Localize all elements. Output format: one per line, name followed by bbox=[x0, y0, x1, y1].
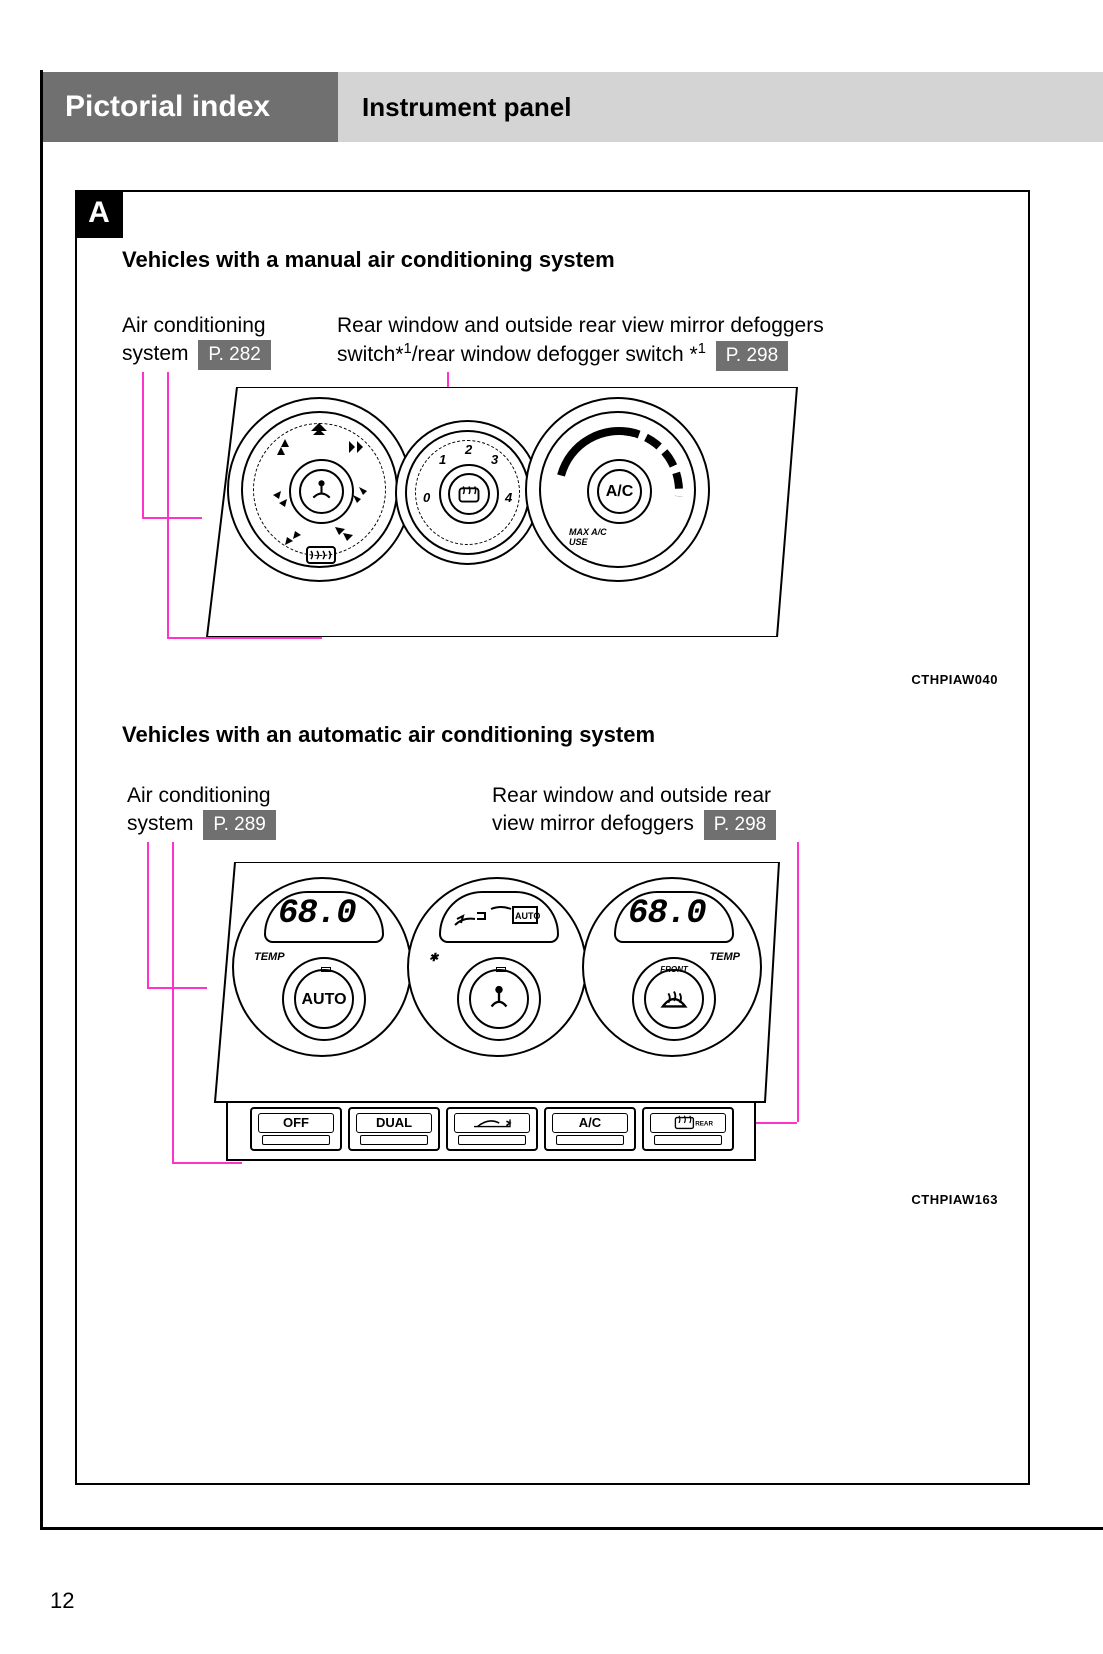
airflow-icon: AUTO bbox=[447, 897, 551, 937]
knob-auto[interactable]: AUTO bbox=[282, 957, 366, 1041]
fan-number: 3 bbox=[491, 452, 498, 467]
fan-number: 1 bbox=[439, 452, 446, 467]
callout-text: switch* bbox=[337, 343, 404, 366]
front-label: FRONT bbox=[634, 965, 714, 974]
button-row: OFF DUAL A/C REAR bbox=[250, 1107, 734, 1151]
callout-ac-system-1: Air conditioning system P. 282 bbox=[122, 312, 271, 370]
btn-label: OFF bbox=[258, 1113, 334, 1133]
callout-line bbox=[172, 1162, 242, 1164]
snowflake-icon: ✱ bbox=[429, 951, 438, 964]
callout-text: system bbox=[127, 812, 194, 835]
page-ref[interactable]: P. 289 bbox=[203, 810, 275, 840]
callout-text: Air conditioning bbox=[127, 784, 271, 807]
btn-slot-icon bbox=[262, 1135, 330, 1145]
callout-defogger-2: Rear window and outside rear view mirror… bbox=[492, 782, 922, 840]
auto-dial-right: 68.0 TEMP FRONT bbox=[582, 877, 762, 1057]
knob-inner bbox=[469, 969, 529, 1029]
fan-number: 2 bbox=[465, 442, 472, 457]
figure-code-1: CTHPIAW040 bbox=[911, 672, 998, 687]
header-section-title: Pictorial index bbox=[43, 72, 338, 142]
callout-text: Rear window and outside rear view mirror… bbox=[337, 314, 824, 337]
ac-button[interactable]: A/C bbox=[544, 1107, 636, 1151]
max-ac-label: MAX A/C bbox=[569, 527, 607, 537]
knob-mode[interactable] bbox=[457, 957, 541, 1041]
callout-text: /rear window defogger switch * bbox=[412, 343, 698, 366]
indicator-icon bbox=[496, 967, 506, 972]
btn-slot-icon bbox=[360, 1135, 428, 1145]
callout-text: view mirror defoggers bbox=[492, 812, 694, 835]
callout-line bbox=[167, 372, 169, 637]
superscript: 1 bbox=[698, 341, 706, 357]
auto-label: AUTO bbox=[284, 991, 364, 1009]
temp-display-left: 68.0 bbox=[278, 895, 356, 933]
use-label: USE bbox=[569, 537, 588, 547]
superscript: 1 bbox=[404, 341, 412, 357]
callout-text: Air conditioning bbox=[122, 314, 266, 337]
callout-defogger-1: Rear window and outside rear view mirror… bbox=[337, 312, 977, 371]
page-number: 12 bbox=[50, 1588, 74, 1614]
content-box: A Vehicles with a manual air conditionin… bbox=[75, 190, 1030, 1485]
callout-line bbox=[142, 517, 202, 519]
section1-title: Vehicles with a manual air conditioning … bbox=[122, 247, 615, 273]
svg-text:AUTO: AUTO bbox=[515, 911, 540, 921]
ac-label: A/C bbox=[589, 483, 650, 501]
temp-label: TEMP bbox=[254, 951, 285, 963]
callout-text: Rear window and outside rear bbox=[492, 784, 771, 807]
fan-number: 0 bbox=[423, 490, 430, 505]
knob-defogger[interactable] bbox=[439, 464, 499, 524]
knob-ac[interactable]: A/C bbox=[587, 459, 652, 524]
auto-dial-left: 68.0 TEMP AUTO bbox=[232, 877, 412, 1057]
knob-front-defog[interactable]: FRONT bbox=[632, 957, 716, 1041]
recirculate-button[interactable] bbox=[446, 1107, 538, 1151]
callout-line bbox=[797, 842, 799, 1122]
auto-dial-center: AUTO ✱ bbox=[407, 877, 587, 1057]
rear-defog-button[interactable]: REAR bbox=[642, 1107, 734, 1151]
btn-slot-icon bbox=[654, 1135, 722, 1145]
knob-inner bbox=[448, 473, 490, 515]
callout-line bbox=[147, 987, 207, 989]
callout-line bbox=[147, 842, 149, 987]
off-button[interactable]: OFF bbox=[250, 1107, 342, 1151]
callout-line bbox=[172, 842, 174, 1162]
dial-mode bbox=[227, 397, 412, 582]
header-page-title: Instrument panel bbox=[338, 72, 1103, 142]
page-ref[interactable]: P. 298 bbox=[704, 810, 776, 840]
figure-code-2: CTHPIAW163 bbox=[911, 1192, 998, 1207]
btn-label: DUAL bbox=[356, 1113, 432, 1133]
btn-slot-icon bbox=[556, 1135, 624, 1145]
callout-text: system bbox=[122, 342, 189, 365]
indicator-icon bbox=[321, 967, 331, 972]
section-badge: A bbox=[75, 190, 123, 238]
mode-icons bbox=[229, 399, 414, 584]
callout-line bbox=[142, 372, 144, 517]
callout-ac-system-2: Air conditioning system P. 289 bbox=[127, 782, 276, 840]
fan-number: 4 bbox=[505, 490, 512, 505]
section2-title: Vehicles with an automatic air condition… bbox=[122, 722, 655, 748]
btn-label: A/C bbox=[552, 1113, 628, 1133]
recirculate-icon bbox=[454, 1113, 530, 1133]
rear-defog-icon: REAR bbox=[650, 1113, 726, 1133]
dial-fan: 0 1 2 3 4 bbox=[395, 420, 540, 565]
svg-text:REAR: REAR bbox=[695, 1121, 713, 1128]
page-ref[interactable]: P. 298 bbox=[716, 341, 788, 371]
btn-slot-icon bbox=[458, 1135, 526, 1145]
temp-display-right: 68.0 bbox=[628, 895, 706, 933]
temp-label: TEMP bbox=[709, 951, 740, 963]
dual-button[interactable]: DUAL bbox=[348, 1107, 440, 1151]
page-ref[interactable]: P. 282 bbox=[198, 340, 270, 370]
dial-ac: A/C MAX A/C USE bbox=[525, 397, 710, 582]
header-bar: Pictorial index Instrument panel bbox=[43, 72, 1103, 142]
knob-inner bbox=[644, 969, 704, 1029]
callout-line bbox=[167, 637, 322, 639]
